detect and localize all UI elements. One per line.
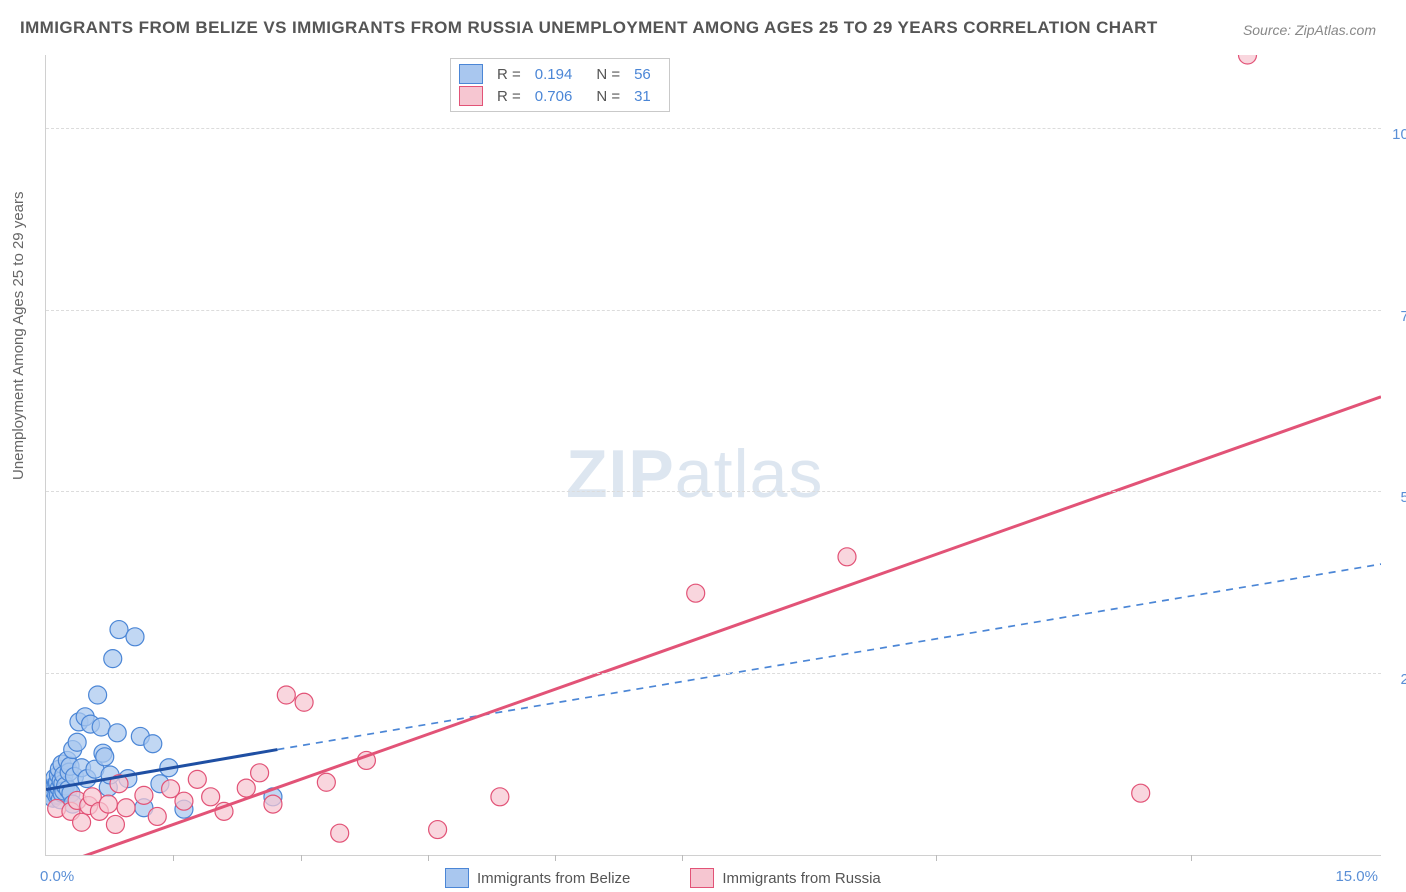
legend-label-russia: Immigrants from Russia	[722, 870, 880, 887]
r-value-belize: 0.194	[535, 66, 573, 83]
series-legend: Immigrants from Belize Immigrants from R…	[445, 868, 881, 888]
legend-item-russia: Immigrants from Russia	[690, 868, 880, 888]
data-point-belize	[104, 650, 122, 668]
data-point-russia	[838, 548, 856, 566]
source-attribution: Source: ZipAtlas.com	[1243, 22, 1376, 38]
legend-row-belize: R = 0.194 N = 56	[459, 63, 661, 85]
source-name: ZipAtlas.com	[1295, 22, 1376, 38]
swatch-russia	[459, 86, 483, 106]
chart-title: IMMIGRANTS FROM BELIZE VS IMMIGRANTS FRO…	[20, 18, 1158, 38]
correlation-legend: R = 0.194 N = 56 R = 0.706 N = 31	[450, 58, 670, 112]
data-point-russia	[117, 799, 135, 817]
data-point-russia	[73, 813, 91, 831]
data-point-russia	[99, 795, 117, 813]
data-point-russia	[202, 788, 220, 806]
n-value-russia: 31	[634, 88, 651, 105]
data-point-belize	[144, 735, 162, 753]
chart-container: IMMIGRANTS FROM BELIZE VS IMMIGRANTS FRO…	[0, 0, 1406, 892]
data-point-belize	[110, 621, 128, 639]
data-point-russia	[148, 807, 166, 825]
swatch-belize-icon	[445, 868, 469, 888]
legend-label-belize: Immigrants from Belize	[477, 870, 630, 887]
data-point-russia	[317, 773, 335, 791]
data-point-russia	[1239, 55, 1257, 64]
n-label: N =	[596, 88, 620, 105]
data-point-russia	[251, 764, 269, 782]
chart-svg-layer	[46, 55, 1381, 855]
y-tick-label: 100.0%	[1388, 126, 1406, 143]
data-point-russia	[175, 792, 193, 810]
data-point-russia	[237, 779, 255, 797]
x-axis-max-label: 15.0%	[1335, 868, 1378, 885]
data-point-belize	[126, 628, 144, 646]
plot-area: ZIPatlas 25.0%50.0%75.0%100.0%	[45, 55, 1381, 856]
legend-item-belize: Immigrants from Belize	[445, 868, 630, 888]
data-point-russia	[331, 824, 349, 842]
data-point-russia	[1132, 784, 1150, 802]
y-tick-label: 75.0%	[1388, 308, 1406, 325]
data-point-russia	[188, 770, 206, 788]
data-point-russia	[687, 584, 705, 602]
y-tick-label: 50.0%	[1388, 489, 1406, 506]
data-point-russia	[264, 795, 282, 813]
n-value-belize: 56	[634, 66, 651, 83]
n-label: N =	[596, 66, 620, 83]
r-label: R =	[497, 66, 521, 83]
y-axis-label: Unemployment Among Ages 25 to 29 years	[10, 191, 27, 480]
swatch-belize	[459, 64, 483, 84]
data-point-russia	[295, 693, 313, 711]
r-value-russia: 0.706	[535, 88, 573, 105]
data-point-russia	[277, 686, 295, 704]
data-point-belize	[92, 718, 110, 736]
data-point-russia	[106, 815, 124, 833]
r-label: R =	[497, 88, 521, 105]
legend-row-russia: R = 0.706 N = 31	[459, 85, 661, 107]
data-point-belize	[96, 748, 114, 766]
data-point-russia	[491, 788, 509, 806]
swatch-russia-icon	[690, 868, 714, 888]
y-tick-label: 25.0%	[1388, 671, 1406, 688]
data-point-belize	[108, 724, 126, 742]
data-point-belize	[68, 733, 86, 751]
x-axis-min-label: 0.0%	[40, 868, 74, 885]
source-prefix: Source:	[1243, 22, 1295, 38]
data-point-belize	[89, 686, 107, 704]
data-point-russia	[135, 786, 153, 804]
data-point-russia	[429, 821, 447, 839]
